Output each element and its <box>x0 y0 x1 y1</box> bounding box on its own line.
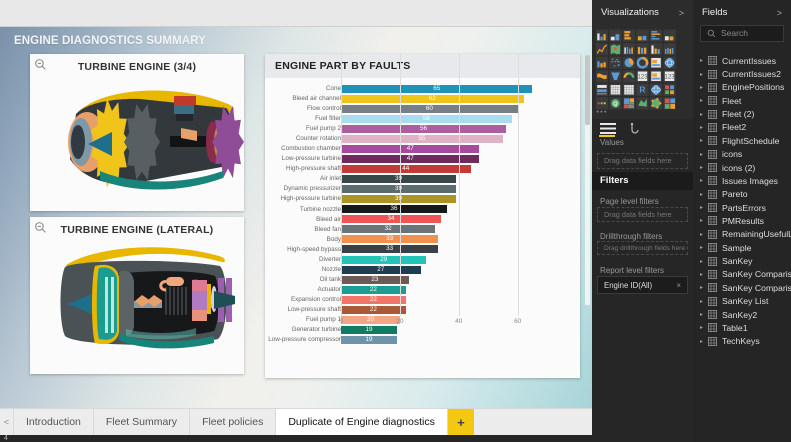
svg-text:123: 123 <box>664 74 675 81</box>
svg-text:123: 123 <box>637 74 648 81</box>
svg-text:R: R <box>639 85 645 95</box>
svg-text:Q: Q <box>613 101 618 107</box>
